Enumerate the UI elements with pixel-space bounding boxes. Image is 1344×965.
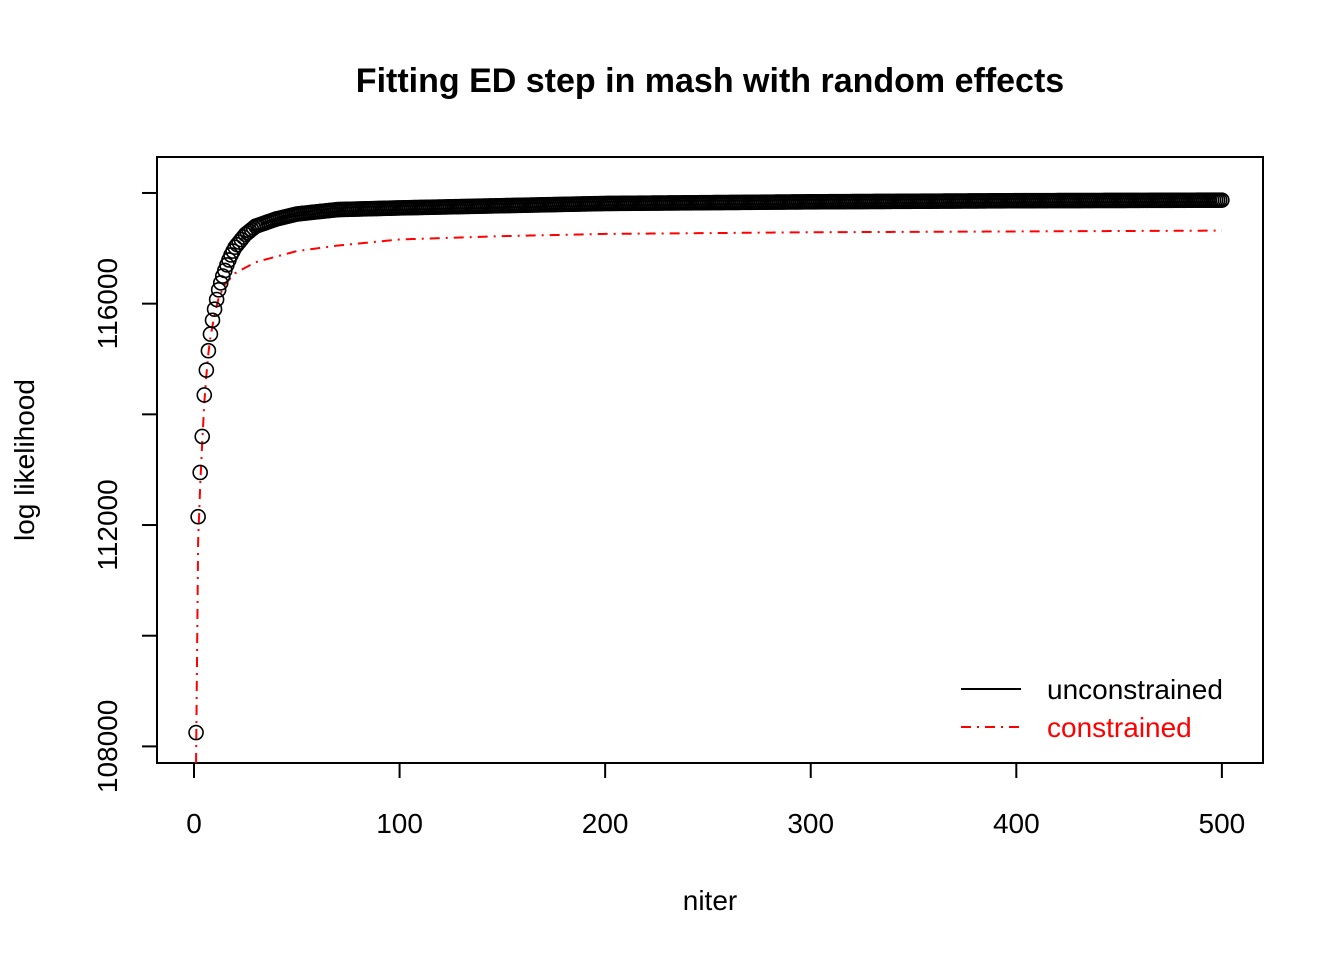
x-tick-label: 0 xyxy=(186,808,202,839)
series-line-constrained xyxy=(195,229,1222,764)
data-point xyxy=(198,362,215,378)
x-tick-label: 400 xyxy=(993,808,1040,839)
legend-label-unconstrained: unconstrained xyxy=(1047,674,1223,705)
data-point xyxy=(204,312,221,329)
series-layer xyxy=(188,192,1230,764)
y-tick-label: 108000 xyxy=(92,700,123,793)
x-tick-label: 100 xyxy=(376,808,423,839)
data-point xyxy=(1214,192,1230,208)
data-point xyxy=(208,291,225,308)
x-tick-label: 300 xyxy=(787,808,834,839)
data-point xyxy=(192,464,208,481)
data-point xyxy=(210,282,227,298)
data-point xyxy=(190,508,206,525)
legend: unconstrained constrained xyxy=(961,674,1223,743)
series-points-unconstrained xyxy=(188,192,1230,741)
y-axis: 108000 112000 116000 xyxy=(92,191,158,793)
data-point xyxy=(188,724,204,741)
y-axis-label: log likelihood xyxy=(9,379,40,541)
chart-title: Fitting ED step in mash with random effe… xyxy=(356,62,1064,100)
x-tick-label: 500 xyxy=(1199,808,1246,839)
data-point xyxy=(196,387,213,403)
x-axis: 0 100 200 300 400 500 xyxy=(186,762,1246,839)
data-point xyxy=(194,428,211,445)
y-tick-label: 116000 xyxy=(92,258,123,349)
x-axis-label: niter xyxy=(683,885,737,916)
legend-label-constrained: constrained xyxy=(1047,712,1192,743)
x-tick-label: 200 xyxy=(582,808,629,839)
data-point xyxy=(206,301,223,317)
y-tick-label: 112000 xyxy=(92,479,123,570)
plot-frame xyxy=(156,156,1264,764)
data-point xyxy=(200,342,217,359)
